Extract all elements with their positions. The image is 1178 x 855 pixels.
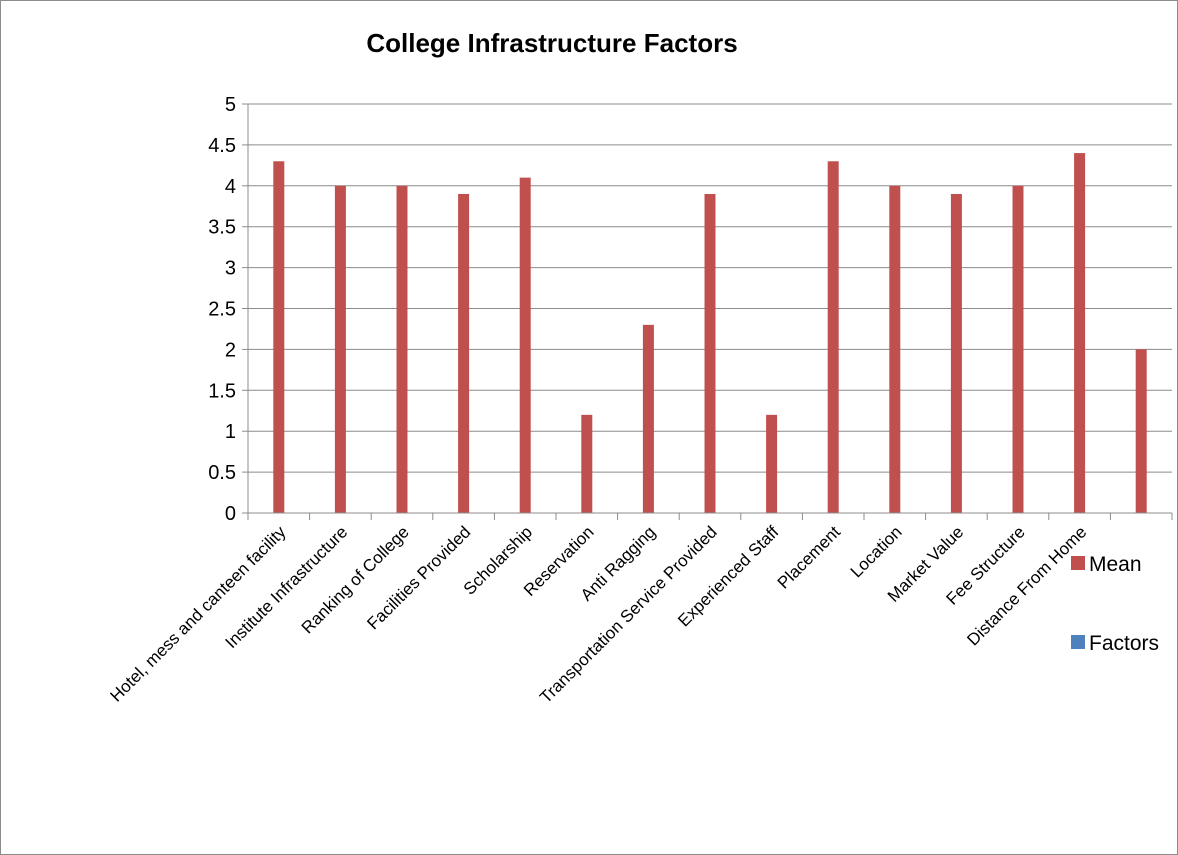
x-category-label: Facilities Provided — [363, 522, 474, 633]
legend-swatch — [1071, 556, 1085, 570]
chart-title: College Infrastructure Factors — [366, 28, 737, 58]
bar — [1074, 153, 1086, 513]
x-category-label: Distance From Home — [963, 522, 1090, 649]
bar — [889, 185, 901, 514]
bar — [827, 161, 839, 513]
bar — [273, 161, 285, 513]
bars — [273, 153, 1147, 514]
bar — [396, 185, 408, 514]
legend-swatch — [1071, 635, 1085, 649]
x-category-label: Institute Infrastructure — [222, 522, 352, 652]
y-tick-label: 3 — [225, 258, 236, 280]
y-tick-label: 3.5 — [208, 217, 236, 239]
legend: Mean Factors — [1071, 553, 1159, 655]
bar — [581, 414, 593, 513]
y-tick-label: 4 — [225, 176, 236, 198]
x-axis-labels: Hotel, mess and canteen facilityInstitut… — [106, 522, 1090, 707]
bar — [704, 193, 716, 514]
bar — [458, 193, 470, 514]
y-tick-label: 1.5 — [208, 380, 236, 402]
legend-label: Factors — [1089, 632, 1159, 655]
bar — [950, 193, 962, 514]
y-tick-label: 4.5 — [208, 135, 236, 157]
y-tick-label: 2.5 — [208, 299, 236, 321]
bar — [334, 185, 346, 514]
y-axis-ticks: 0 0.5 1 1.5 2 2.5 3 3.5 4 4.5 5 — [208, 94, 248, 525]
bar — [642, 324, 654, 513]
bar — [1012, 185, 1024, 514]
y-tick-label: 2 — [225, 339, 236, 361]
y-tick-label: 1 — [225, 421, 236, 443]
x-category-label: Ranking of College — [298, 522, 413, 637]
x-category-label: Location — [847, 522, 906, 581]
bar — [1135, 349, 1147, 513]
legend-label: Mean — [1089, 553, 1142, 576]
bar — [766, 414, 778, 513]
y-tick-label: 0.5 — [208, 462, 236, 484]
y-tick-label: 5 — [225, 94, 236, 116]
x-category-label: Placement — [774, 522, 844, 592]
axes — [247, 104, 1173, 520]
bar — [519, 177, 531, 513]
y-tick-label: 0 — [225, 503, 236, 525]
